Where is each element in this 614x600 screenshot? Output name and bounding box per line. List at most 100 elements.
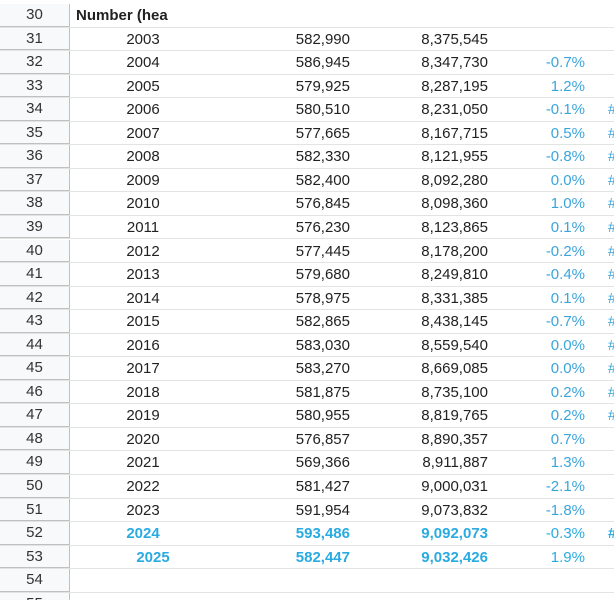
cell-overflow[interactable]: #	[608, 192, 614, 215]
row-header[interactable]: 31	[0, 27, 70, 51]
cell-value[interactable]: 569,366	[295, 454, 350, 472]
cell-value[interactable]: 581,875	[295, 383, 350, 401]
cell-year[interactable]: 2018	[126, 383, 160, 401]
cell-year[interactable]: 2012	[126, 242, 160, 260]
cell-year[interactable]: 2011	[126, 218, 160, 236]
row-header[interactable]: 46	[0, 380, 70, 404]
cell-value[interactable]: 8,098,360	[421, 195, 488, 213]
cell-year[interactable]: 2010	[126, 195, 160, 213]
cell-percent[interactable]: -0.4%	[545, 266, 585, 284]
cell-value[interactable]: 8,890,357	[421, 430, 488, 448]
cell-value[interactable]: 578,975	[295, 289, 350, 307]
row-header[interactable]: 53	[0, 545, 70, 569]
cell-percent[interactable]: -2.1%	[545, 478, 585, 495]
cell-value[interactable]: 8,123,865	[421, 218, 488, 236]
cell-year[interactable]: 2009	[126, 171, 160, 189]
row-header[interactable]: 50	[0, 475, 70, 498]
cell-value[interactable]: 580,510	[295, 101, 350, 119]
cell-value[interactable]: 577,665	[295, 124, 350, 142]
row-header[interactable]: 48	[0, 427, 70, 451]
cell-overflow[interactable]: #	[608, 263, 614, 286]
cell-value[interactable]: 9,092,073	[421, 525, 488, 543]
cell-percent[interactable]: -0.8%	[545, 148, 585, 166]
row-header[interactable]: 37	[0, 168, 70, 192]
cell-value[interactable]: 8,092,280	[421, 171, 488, 189]
cell-year[interactable]: 2016	[126, 336, 160, 354]
cell-value[interactable]: 583,030	[295, 336, 350, 354]
cell-percent[interactable]: 1.3%	[550, 454, 585, 472]
row-header[interactable]: 32	[0, 51, 70, 74]
cell-percent[interactable]: -0.2%	[545, 242, 585, 260]
cell-percent[interactable]: -0.1%	[545, 101, 585, 119]
cell-overflow[interactable]: #	[608, 357, 614, 380]
cell-value[interactable]: 8,559,540	[421, 336, 488, 354]
cell-value[interactable]: 8,911,887	[422, 454, 488, 472]
cell-year[interactable]: 2024	[126, 525, 160, 543]
cell-value[interactable]: 8,735,100	[421, 383, 488, 401]
cell-value[interactable]: 8,287,195	[421, 77, 488, 95]
row-header[interactable]: 49	[0, 451, 70, 474]
cell-percent[interactable]: -0.7%	[545, 54, 585, 72]
cell-percent[interactable]: 1.0%	[550, 195, 585, 213]
cell-percent[interactable]: 0.7%	[550, 430, 585, 448]
cell-percent[interactable]: 0.2%	[550, 407, 585, 425]
cell-overflow[interactable]: #	[608, 122, 614, 145]
cell-percent[interactable]: -0.7%	[545, 313, 585, 331]
row-header[interactable]: 34	[0, 98, 70, 121]
cell-title[interactable]: Number (hea	[76, 7, 168, 24]
cell-value[interactable]: 576,857	[295, 430, 350, 448]
cell-overflow[interactable]: #	[608, 310, 614, 333]
row-header[interactable]: 51	[0, 498, 70, 522]
cell-year[interactable]: 2025	[136, 548, 170, 566]
row-header[interactable]: 38	[0, 192, 70, 215]
cell-percent[interactable]: 0.2%	[550, 383, 585, 401]
cell-year[interactable]: 2023	[126, 501, 160, 519]
row-header[interactable]: 47	[0, 404, 70, 427]
cell-year[interactable]: 2007	[126, 124, 160, 142]
cell-value[interactable]: 582,330	[295, 148, 350, 166]
cell-value[interactable]: 8,669,085	[421, 360, 488, 378]
row-header[interactable]: 40	[0, 239, 70, 263]
cell-value[interactable]: 576,230	[295, 218, 350, 236]
row-header[interactable]: 36	[0, 145, 70, 168]
cell-overflow[interactable]: #	[608, 334, 614, 357]
cell-percent[interactable]: 0.0%	[550, 171, 585, 189]
cell-value[interactable]: 582,447	[295, 548, 350, 566]
row-header[interactable]: 42	[0, 286, 70, 310]
cell-year[interactable]: 2006	[126, 101, 160, 119]
cell-overflow[interactable]: #	[608, 381, 614, 404]
cell-overflow[interactable]: #	[608, 98, 614, 121]
cell-value[interactable]: 8,231,050	[421, 101, 488, 119]
cell-year[interactable]: 2004	[126, 54, 160, 72]
cell-year[interactable]: 2003	[126, 30, 160, 48]
cell-value[interactable]: 581,427	[295, 478, 350, 495]
cell-year[interactable]: 2019	[126, 407, 160, 425]
cell-year[interactable]: 2008	[126, 148, 160, 166]
cell-value[interactable]: 593,486	[295, 525, 350, 543]
cell-year[interactable]: 2014	[126, 289, 160, 307]
cell-value[interactable]: 582,990	[295, 30, 350, 48]
row-header[interactable]: 52	[0, 522, 70, 545]
cell-percent[interactable]: 0.5%	[550, 124, 585, 142]
cell-percent[interactable]: -1.8%	[545, 501, 585, 519]
cell-value[interactable]: 9,000,031	[421, 478, 488, 495]
cell-overflow[interactable]: #	[608, 145, 614, 168]
cell-value[interactable]: 9,073,832	[421, 501, 488, 519]
cell-value[interactable]: 8,178,200	[421, 242, 488, 260]
cell-overflow[interactable]: #	[608, 240, 614, 263]
row-header[interactable]: 41	[0, 263, 70, 286]
row-header[interactable]: 44	[0, 333, 70, 357]
cell-value[interactable]: 8,121,955	[421, 148, 488, 166]
cell-year[interactable]: 2020	[126, 430, 160, 448]
cell-percent[interactable]: 1.9%	[550, 548, 585, 566]
row-header[interactable]: 43	[0, 310, 70, 333]
cell-year[interactable]: 2022	[126, 478, 160, 495]
row-header[interactable]: 54	[0, 569, 70, 592]
cell-percent[interactable]: 0.1%	[550, 289, 585, 307]
cell-value[interactable]: 8,438,145	[421, 313, 488, 331]
cell-percent[interactable]: 0.0%	[550, 360, 585, 378]
cell-value[interactable]: 582,400	[295, 171, 350, 189]
cell-value[interactable]: 8,331,385	[421, 289, 488, 307]
cell-overflow[interactable]: #	[608, 216, 614, 239]
row-header[interactable]: 39	[0, 215, 70, 239]
